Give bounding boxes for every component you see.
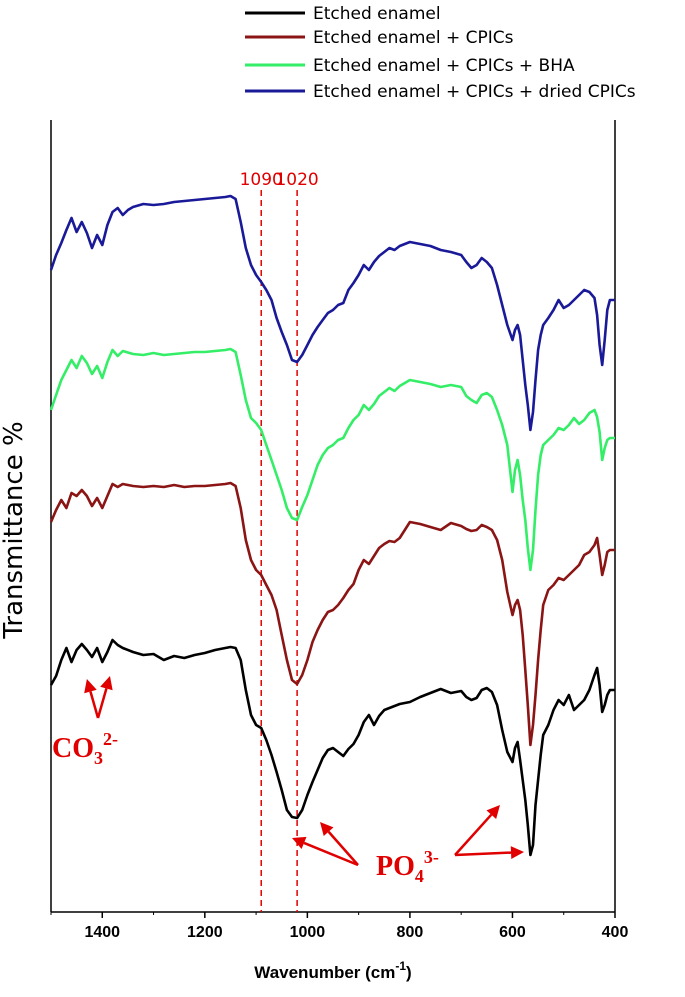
legend-label-1: Etched enamel + CPICs — [313, 28, 514, 48]
x-tick-label-600: 600 — [499, 924, 526, 941]
po4-arrow-2-shaft — [327, 830, 359, 866]
po4-arrow-4-head — [510, 846, 524, 860]
x-axis-label-main: Wavenumber (cm — [254, 963, 395, 982]
co3-arrow-1-shaft — [89, 691, 100, 719]
co3-arrow-1 — [84, 679, 100, 719]
legend: Etched enamel Etched enamel + CPICs Etch… — [245, 4, 636, 102]
series-line-1 — [49, 481, 615, 747]
po4-label: PO43- — [376, 847, 439, 886]
x-axis-label-sup: -1 — [395, 959, 406, 973]
po4-arrow-1-shaft — [303, 841, 359, 867]
po4-sup: 3- — [424, 847, 439, 867]
x-tick-label-800: 800 — [397, 924, 424, 941]
po4-arrow-1 — [292, 836, 359, 867]
co3-arrows — [84, 676, 113, 719]
x-tick-label-1400: 1400 — [84, 924, 120, 941]
x-tick-label-400: 400 — [602, 924, 629, 941]
co3-sub: 3 — [94, 748, 103, 768]
po4-sub: 4 — [415, 866, 424, 886]
annotation-co3: CO32- — [52, 676, 118, 768]
po4-arrow-2-head — [320, 822, 334, 837]
ref-label-1090: 1090 — [240, 170, 283, 190]
ref-label-1020: 1020 — [275, 170, 318, 190]
legend-label-3: Etched enamel + CPICs + dried CPICs — [313, 82, 636, 102]
co3-arrow-2-shaft — [96, 688, 108, 719]
co3-arrow-2-head — [100, 676, 113, 691]
axes: 1400 1200 1000 800 600 400 — [50, 120, 629, 941]
po4-arrow-3-shaft — [454, 813, 493, 856]
legend-label-0: Etched enamel — [313, 4, 441, 24]
po4-text: PO — [376, 851, 415, 882]
co3-label: CO32- — [52, 729, 118, 768]
po4-arrow-3 — [454, 805, 500, 856]
x-ticks: 1400 1200 1000 800 600 400 — [50, 912, 629, 941]
series-line-2 — [49, 347, 615, 572]
po4-arrow-4 — [454, 846, 524, 860]
po4-arrow-3-head — [486, 805, 500, 820]
annotation-po4: PO43- — [292, 805, 524, 886]
x-tick-label-1200: 1200 — [187, 924, 223, 941]
series-line-0 — [49, 638, 615, 857]
po4-arrow-4-shaft — [454, 851, 512, 857]
y-axis-label: Transmittance % — [0, 421, 29, 639]
series-layer — [49, 194, 615, 857]
co3-text: CO — [52, 733, 94, 764]
co3-sup: 2- — [103, 729, 118, 749]
po4-arrows — [292, 805, 524, 867]
legend-label-2: Etched enamel + CPICs + BHA — [313, 56, 575, 76]
x-axis-label: Wavenumber (cm-1) — [254, 959, 411, 982]
po4-arrow-1-head — [292, 836, 307, 849]
x-axis-label-close: ) — [406, 963, 412, 982]
x-tick-label-1000: 1000 — [290, 924, 326, 941]
series-line-3 — [49, 194, 615, 432]
po4-arrow-2 — [320, 822, 359, 866]
co3-arrow-1-head — [84, 679, 97, 694]
co3-arrow-2 — [96, 676, 113, 719]
